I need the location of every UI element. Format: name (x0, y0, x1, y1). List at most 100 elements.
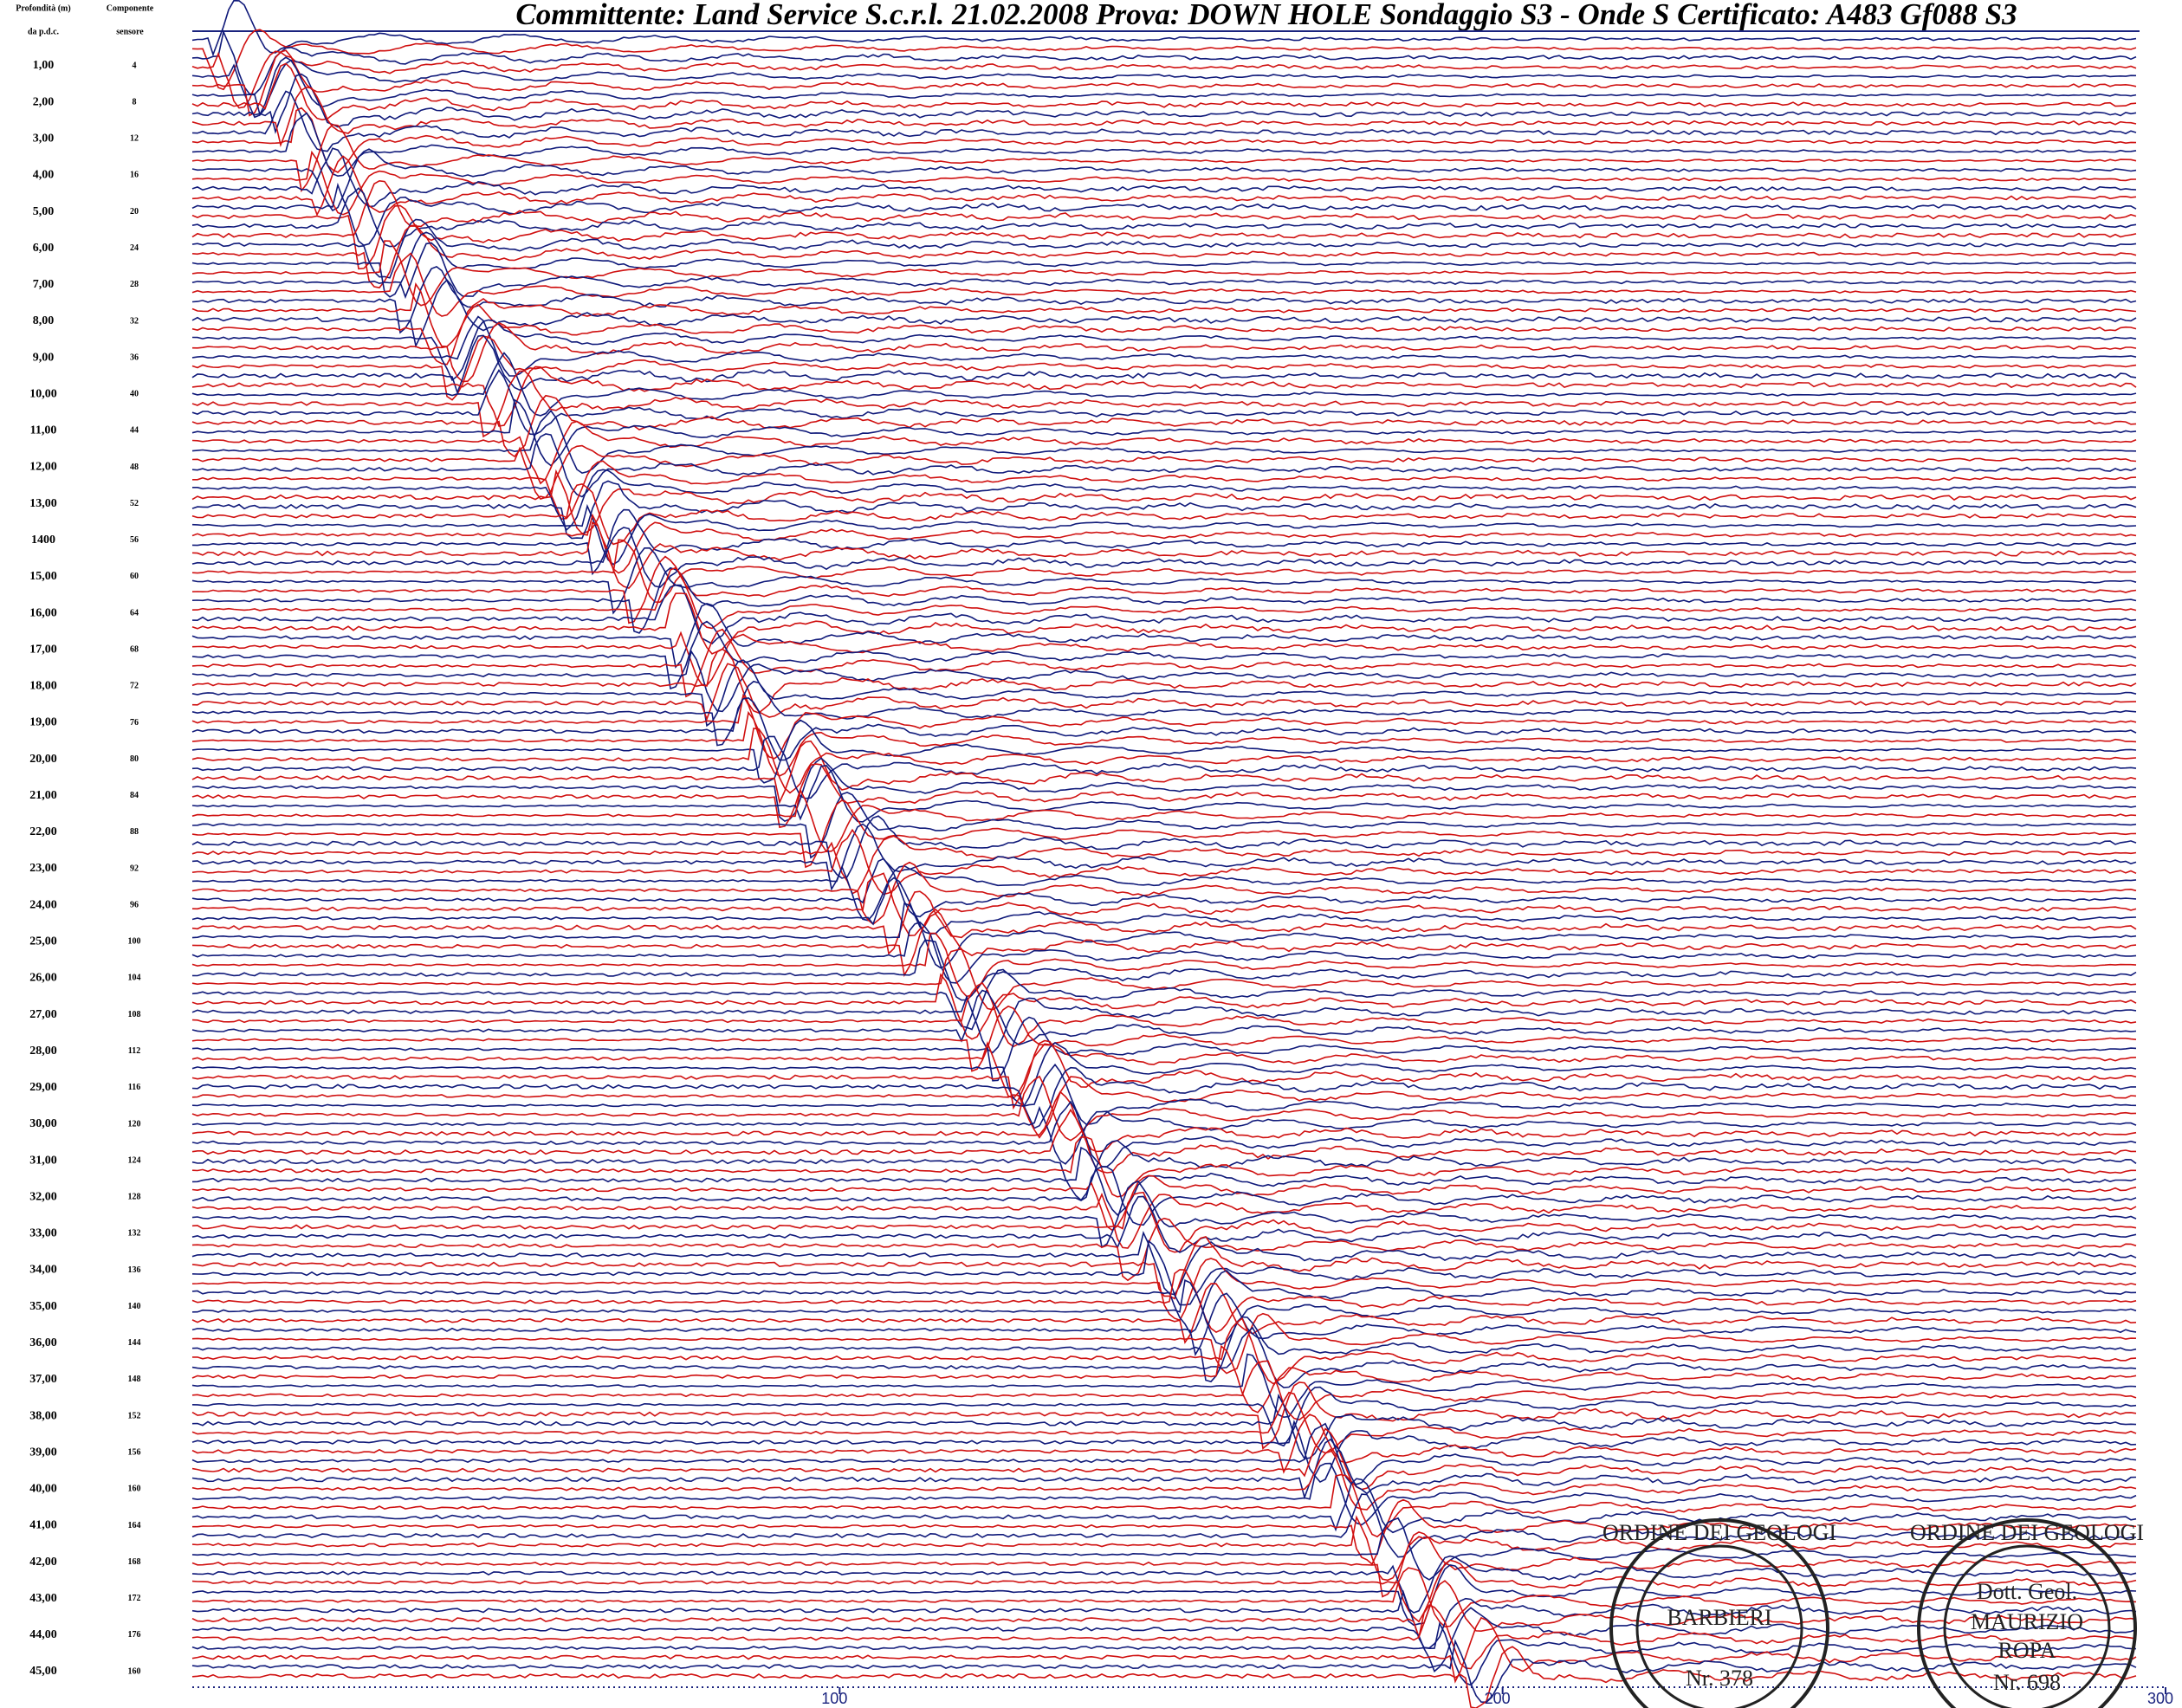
trace (191, 1438, 2137, 1500)
trace (192, 1317, 2137, 1385)
depth-label: 30,00 (29, 1117, 57, 1130)
trace (191, 155, 2137, 217)
trace (191, 508, 2137, 576)
depth-label: 9,00 (33, 351, 55, 364)
depth-label: 36,00 (29, 1336, 57, 1349)
trace (191, 620, 2137, 690)
depth-label: 15,00 (29, 570, 57, 583)
trace (191, 921, 2137, 984)
trace (191, 334, 2137, 395)
trace (191, 932, 2137, 998)
trace (192, 469, 2137, 532)
trace (191, 1016, 2137, 1082)
depth-label: 1,00 (33, 59, 55, 72)
trace (191, 1386, 2137, 1447)
trace (191, 1191, 2137, 1253)
sensor-label: 88 (130, 827, 139, 837)
trace (191, 503, 2137, 566)
x-tick-label: 100 (821, 1690, 847, 1707)
trace (191, 823, 2137, 891)
trace (191, 513, 2137, 574)
trace (191, 321, 2137, 383)
trace (191, 1381, 2137, 1450)
trace (191, 539, 2137, 604)
trace (191, 792, 2137, 859)
sensor-label: 156 (128, 1447, 141, 1457)
trace (191, 1258, 2137, 1322)
stamp-name: MAURIZIO (1971, 1609, 2083, 1634)
stamp-ring (1609, 1518, 1829, 1708)
trace (191, 872, 2137, 937)
trace (191, 1531, 2137, 1598)
depth-label: 24,00 (29, 898, 57, 911)
trace (191, 1005, 2137, 1072)
depth-label: 25,00 (29, 935, 57, 948)
sensor-label: 144 (128, 1338, 141, 1348)
depth-label: 41,00 (29, 1519, 57, 1532)
stamp-ring (1635, 1544, 1803, 1708)
trace (191, 1478, 2137, 1534)
trace (191, 890, 2137, 955)
trace (191, 994, 2137, 1054)
trace (191, 527, 2137, 588)
trace (191, 815, 2137, 879)
sensor-label: 176 (128, 1630, 141, 1640)
trace (191, 265, 2137, 334)
sensor-label: 132 (128, 1229, 141, 1239)
trace (191, 1063, 2137, 1125)
trace (191, 224, 2137, 289)
sensor-label: 76 (130, 718, 139, 728)
trace (191, 1517, 2136, 1581)
trace (191, 799, 2137, 869)
depth-label: 1400 (31, 534, 55, 547)
trace (191, 1316, 2137, 1383)
trace (191, 179, 2137, 238)
trace (191, 757, 2137, 823)
trace (191, 29, 2137, 91)
x-tick-label: 200 (1485, 1690, 1511, 1707)
trace (191, 1180, 2137, 1249)
trace (191, 828, 2137, 896)
sensor-label: 40 (130, 390, 139, 399)
trace (191, 735, 2137, 799)
trace (192, 1498, 2137, 1566)
sensor-label: 28 (130, 280, 139, 289)
trace (191, 1108, 2136, 1174)
sensor-label: 168 (128, 1557, 141, 1567)
depth-label: 31,00 (29, 1154, 57, 1167)
trace (191, 1195, 2137, 1253)
sensor-label: 108 (128, 1010, 141, 1019)
trace (191, 989, 2137, 1046)
trace (191, 547, 2137, 615)
trace (191, 566, 2137, 630)
trace (191, 1090, 2137, 1153)
stamp-name: BARBIERI (1667, 1605, 1771, 1630)
trace (191, 107, 2137, 173)
sensor-label: 164 (128, 1521, 141, 1530)
sensor-label: 60 (130, 572, 139, 581)
trace (191, 1391, 2137, 1454)
trace (191, 1422, 2137, 1485)
trace (191, 1040, 2137, 1099)
sensor-label: 32 (130, 316, 139, 326)
trace (191, 939, 2137, 1001)
trace (191, 968, 2137, 1031)
sensor-label: 96 (130, 900, 139, 909)
trace (191, 521, 2137, 590)
trace (191, 1393, 2137, 1459)
trace (191, 1235, 2137, 1300)
stamp-ring (1917, 1518, 2137, 1708)
sensor-label: 160 (128, 1485, 141, 1494)
sensor-label: 128 (128, 1193, 141, 1202)
sensor-label: 8 (133, 97, 137, 107)
trace (191, 584, 2137, 645)
depth-label: 34,00 (29, 1264, 57, 1277)
trace (191, 0, 2137, 57)
trace (191, 864, 2137, 922)
trace (191, 240, 2137, 307)
trace (191, 1427, 2137, 1491)
trace (191, 861, 2137, 926)
depth-label: 17,00 (29, 643, 57, 656)
stamp: ORDINE DEI GEOLOGI BARBIERI Nr. 378 (1603, 1518, 1836, 1708)
trace (191, 566, 2137, 634)
